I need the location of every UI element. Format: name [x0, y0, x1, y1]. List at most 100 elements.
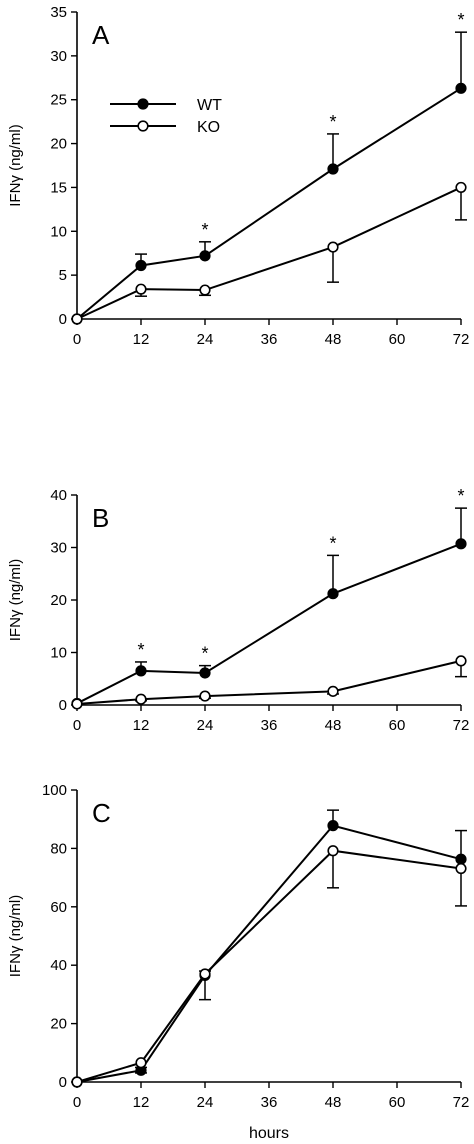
series-wt [71, 507, 467, 710]
x-tick-label: 48 [325, 1094, 342, 1111]
x-tick-label: 60 [389, 1094, 406, 1111]
x-tick-label: 0 [73, 331, 81, 348]
x-axis-label: hours [249, 1125, 289, 1142]
x-tick-label: 48 [325, 717, 342, 734]
legend-label: KO [197, 119, 220, 136]
y-tick-label: 80 [50, 840, 67, 857]
y-tick-label: 15 [50, 179, 67, 196]
x-tick-label: 72 [453, 1094, 470, 1111]
x-tick-label: 24 [197, 331, 214, 348]
y-tick-label: 20 [50, 1016, 67, 1033]
x-tick-label: 48 [325, 331, 342, 348]
legend-marker [137, 98, 149, 110]
y-tick-label: 30 [50, 48, 67, 65]
y-axis-label: IFNγ (ng/ml) [7, 895, 24, 978]
y-tick-label: 20 [50, 592, 67, 609]
data-point-open [199, 968, 211, 980]
data-point-filled [135, 665, 147, 677]
y-tick-label: 0 [59, 1074, 67, 1091]
data-point-filled [327, 588, 339, 600]
significance-asterisk: * [201, 220, 208, 240]
data-point-open [135, 1057, 147, 1069]
x-tick-label: 36 [261, 717, 278, 734]
x-tick-label: 72 [453, 331, 470, 348]
panel-letter: B [92, 503, 109, 533]
series-wt [71, 809, 467, 1088]
data-point-filled [327, 820, 339, 832]
y-tick-label: 35 [50, 4, 67, 21]
y-tick-label: 20 [50, 136, 67, 153]
panel-letter: A [92, 20, 110, 50]
data-point-open [199, 690, 211, 702]
data-point-open [455, 181, 467, 194]
y-tick-label: 5 [59, 267, 67, 284]
x-tick-label: 12 [133, 717, 150, 734]
x-tick-label: 0 [73, 1094, 81, 1111]
x-tick-label: 12 [133, 331, 150, 348]
x-tick-label: 24 [197, 1094, 214, 1111]
data-point-open [135, 283, 147, 295]
data-point-open [71, 1076, 83, 1088]
y-tick-label: 10 [50, 223, 67, 240]
data-point-open [135, 693, 147, 705]
data-point-open [71, 313, 83, 325]
data-point-filled [199, 250, 211, 262]
data-point-filled [455, 853, 467, 865]
x-tick-label: 12 [133, 1094, 150, 1111]
significance-asterisk: * [137, 640, 144, 660]
data-point-open [327, 845, 339, 857]
series-line [76, 186, 462, 320]
significance-asterisk: * [201, 644, 208, 664]
y-tick-label: 0 [59, 697, 67, 714]
y-tick-label: 30 [50, 540, 67, 557]
data-point-filled [327, 163, 339, 175]
significance-asterisk: * [329, 112, 336, 132]
legend-label: WT [197, 97, 222, 114]
series-line [76, 659, 462, 705]
y-tick-label: 0 [59, 311, 67, 328]
data-point-open [327, 685, 339, 697]
data-point-open [327, 241, 339, 253]
x-tick-label: 36 [261, 331, 278, 348]
x-tick-label: 72 [453, 717, 470, 734]
y-tick-label: 100 [42, 782, 67, 799]
y-tick-label: 40 [50, 957, 67, 974]
series-line [76, 849, 462, 1083]
x-tick-label: 0 [73, 717, 81, 734]
panel-a: 0 5 10 15 20 25 30 35 0 12 24 36 48 60 72 IFNγ (ng/ml) A… [7, 4, 469, 348]
series-line [76, 87, 462, 320]
data-point-filled [455, 82, 467, 94]
y-axis-label: IFNγ (ng/ml) [7, 124, 24, 207]
data-point-filled [135, 259, 147, 272]
x-tick-label: 60 [389, 717, 406, 734]
panel-c: 0 20 40 60 80 100 0 12 24 36 48 60 72 IFNγ (ng/ml) hou… [7, 782, 469, 1142]
data-point-open [455, 862, 467, 875]
series-ko [71, 845, 467, 1088]
y-tick-label: 10 [50, 645, 67, 662]
legend-marker [137, 120, 149, 132]
y-axis-label: IFNγ (ng/ml) [7, 559, 24, 642]
significance-asterisk: * [457, 486, 464, 506]
panel-b: 0 10 20 30 40 0 12 24 36 48 60 72 IFNγ (ng/ml) B * * * * [7, 486, 469, 734]
series-ko [71, 181, 467, 325]
series-wt [71, 31, 467, 325]
series-line [76, 542, 462, 705]
significance-asterisk: * [457, 10, 464, 30]
series-line [76, 824, 462, 1083]
data-point-filled [199, 667, 211, 679]
legend: WT KO [110, 97, 222, 136]
y-tick-label: 60 [50, 899, 67, 916]
y-tick-label: 25 [50, 92, 67, 109]
y-tick-label: 40 [50, 487, 67, 504]
data-point-open [455, 655, 467, 667]
x-tick-label: 24 [197, 717, 214, 734]
data-point-filled [455, 538, 467, 550]
x-tick-label: 60 [389, 331, 406, 348]
data-point-open [71, 698, 83, 710]
panel-letter: C [92, 798, 111, 828]
x-tick-label: 36 [261, 1094, 278, 1111]
series-ko [71, 655, 467, 710]
significance-asterisk: * [329, 533, 336, 553]
data-point-open [199, 284, 211, 296]
